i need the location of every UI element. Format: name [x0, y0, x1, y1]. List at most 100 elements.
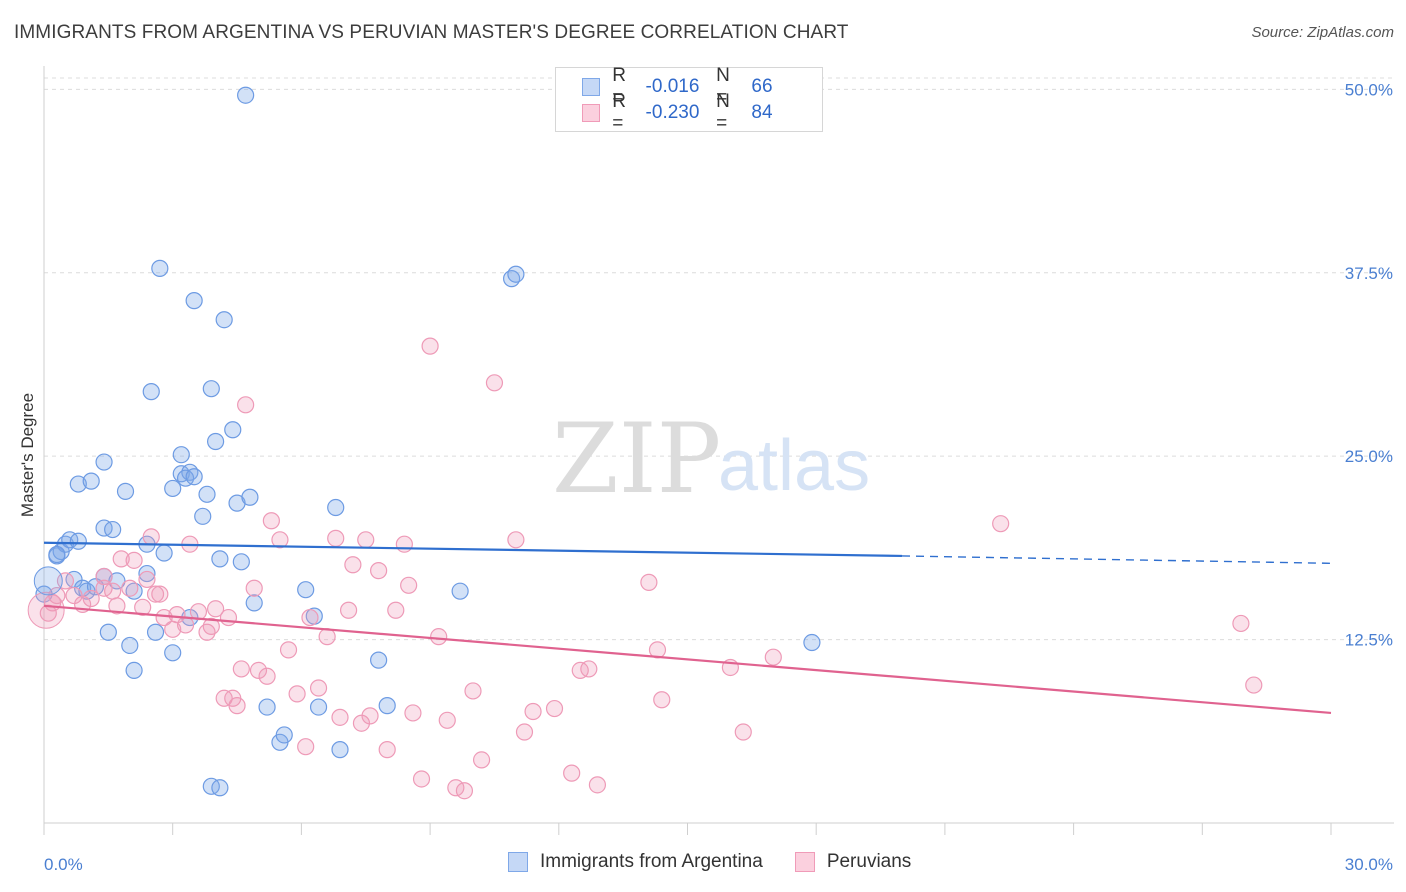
peru-point	[207, 600, 225, 618]
peru-point	[464, 682, 482, 700]
peru-point	[271, 531, 289, 549]
peru-point	[301, 608, 319, 627]
peru-trend-line	[43, 604, 1332, 715]
peru-point	[121, 579, 139, 597]
argentina-point	[275, 726, 293, 744]
data-points	[27, 86, 1263, 800]
peru-point	[288, 685, 306, 703]
trend-lines	[43, 541, 1332, 715]
peru-point	[327, 529, 345, 547]
peru-point	[138, 570, 156, 589]
stats-legend: R = -0.016 N = 66 R = -0.230 N = 84	[555, 65, 823, 134]
peru-point	[134, 598, 152, 616]
peru-point	[82, 589, 100, 608]
legend-swatch-argentina	[582, 78, 601, 96]
peru-point	[151, 585, 169, 603]
argentina-point	[507, 265, 525, 283]
peru-point	[412, 770, 431, 788]
peru-point	[545, 699, 564, 718]
argentina-point	[172, 446, 190, 464]
argentina-point	[142, 383, 160, 401]
legend-r-label: R =	[612, 91, 627, 134]
peru-point	[262, 512, 280, 530]
watermark: ZIP atlas	[552, 403, 870, 515]
peru-point	[455, 782, 474, 800]
watermark-zip: ZIP	[552, 403, 721, 515]
legend-label-argentina: Immigrants from Argentina	[540, 851, 763, 872]
argentina-point	[82, 472, 100, 490]
peru-point	[400, 576, 418, 594]
peru-point	[563, 764, 581, 782]
peru-point	[430, 628, 448, 646]
series-legend: Immigrants from Argentina Peruvians	[508, 851, 943, 873]
legend-r-value: -0.016	[645, 76, 700, 97]
y-tick-label: 50.0%	[1345, 80, 1393, 99]
peru-point	[515, 723, 534, 741]
argentina-point	[297, 581, 315, 599]
legend-label-peru: Peruvians	[826, 851, 912, 872]
peru-point	[370, 562, 388, 580]
legend-swatch-peru	[794, 852, 815, 872]
argentina-point	[202, 777, 220, 795]
peru-point	[378, 741, 396, 759]
argentina-point	[99, 623, 117, 641]
peru-point	[202, 617, 220, 635]
argentina-point	[164, 479, 182, 498]
legend-n-label: N =	[716, 91, 730, 134]
argentina-point	[48, 545, 66, 564]
peru-point	[421, 337, 439, 355]
peru-point	[734, 723, 752, 741]
argentina-trend-line	[43, 541, 903, 558]
peru-point	[297, 738, 315, 756]
argentina-point	[121, 636, 139, 655]
y-tick-label: 12.5%	[1345, 631, 1393, 650]
peru-point	[112, 550, 130, 568]
argentina-point	[224, 421, 242, 439]
y-tick-label: 25.0%	[1345, 447, 1393, 466]
argentina-point	[245, 594, 263, 612]
argentina-point	[125, 661, 143, 680]
peru-point	[472, 751, 491, 769]
peru-point	[992, 515, 1010, 533]
peru-point	[640, 573, 658, 591]
argentina-point	[327, 498, 345, 517]
tick-labels: 12.5% 25.0% 37.5% 50.0% 0.0% 30.0% Master's De…	[18, 80, 1393, 874]
argentina-point	[198, 485, 216, 503]
argentina-point	[69, 532, 87, 550]
argentina-point	[185, 468, 203, 486]
legend-swatch-argentina	[508, 852, 528, 872]
peru-point	[125, 551, 143, 569]
argentina-point	[104, 520, 122, 539]
peru-point	[142, 528, 160, 546]
argentina-point	[215, 311, 233, 329]
argentina-point	[116, 482, 135, 500]
peru-point	[387, 601, 405, 619]
peru-point	[258, 667, 276, 685]
argentina-point	[33, 566, 63, 596]
peru-point	[245, 579, 263, 597]
argentina-point	[69, 475, 87, 493]
argentina-point	[194, 507, 212, 525]
peru-point	[357, 531, 375, 549]
argentina-point	[232, 553, 250, 571]
legend-row-peru: R = -0.230 N = 84	[582, 91, 822, 134]
x-tick-label: 0.0%	[44, 855, 83, 874]
argentina-point	[164, 644, 182, 662]
argentina-point	[370, 651, 388, 669]
peru-point	[580, 660, 598, 678]
argentina-point	[211, 779, 229, 797]
peru-point	[331, 708, 349, 726]
argentina-point	[176, 469, 195, 487]
y-tick-label: 37.5%	[1345, 264, 1393, 283]
legend-n-value: 84	[751, 102, 773, 123]
peru-point	[1245, 676, 1263, 694]
peru-point	[176, 616, 195, 634]
argentina-point	[95, 519, 113, 537]
peru-point	[1232, 614, 1250, 633]
peru-point	[507, 531, 525, 549]
peru-point	[764, 648, 782, 666]
argentina-point	[207, 432, 225, 451]
peru-point	[146, 585, 165, 603]
argentina-point	[378, 697, 396, 715]
